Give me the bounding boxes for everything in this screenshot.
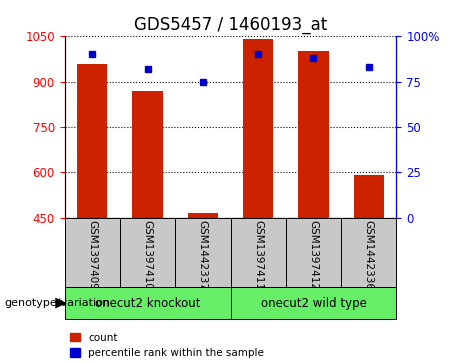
Text: onecut2 knockout: onecut2 knockout (95, 297, 200, 310)
Bar (243, 39, 273, 218)
Polygon shape (55, 298, 67, 309)
Text: GSM1397410: GSM1397410 (142, 220, 153, 290)
Text: GSM1442336: GSM1442336 (364, 220, 374, 290)
Bar (230, 287, 396, 319)
Bar (175, 218, 230, 287)
Bar (341, 218, 396, 287)
Bar (286, 218, 341, 287)
Bar (132, 91, 163, 218)
Legend: count, percentile rank within the sample: count, percentile rank within the sample (70, 333, 264, 358)
Text: GSM1397409: GSM1397409 (87, 220, 97, 290)
Bar (65, 218, 120, 287)
Bar (120, 218, 175, 287)
Text: genotype/variation: genotype/variation (5, 298, 111, 308)
Bar (298, 52, 329, 218)
Bar (188, 213, 218, 218)
Text: GSM1442337: GSM1442337 (198, 220, 208, 290)
Bar (354, 175, 384, 218)
Bar (230, 218, 286, 287)
Title: GDS5457 / 1460193_at: GDS5457 / 1460193_at (134, 16, 327, 34)
Text: GSM1397411: GSM1397411 (253, 220, 263, 290)
Text: onecut2 wild type: onecut2 wild type (260, 297, 366, 310)
Bar (65, 287, 230, 319)
Text: GSM1397412: GSM1397412 (308, 220, 319, 290)
Bar (77, 64, 107, 218)
